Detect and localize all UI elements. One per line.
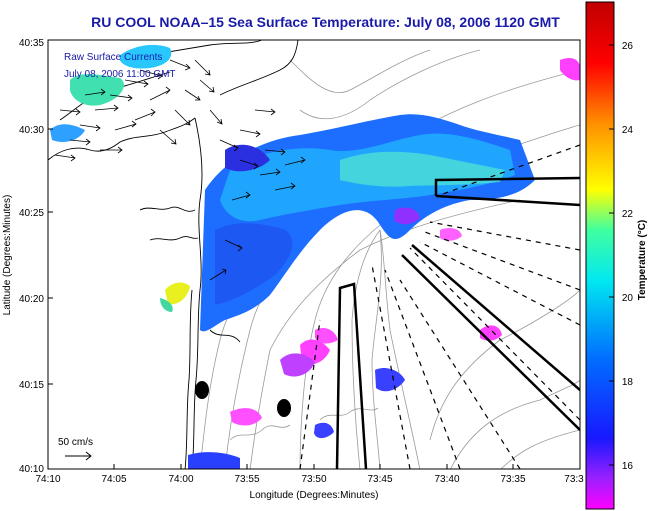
- x-axis-label: Longitude (Degrees:Minutes): [250, 490, 379, 501]
- colorbar-tick-label: 18: [622, 377, 634, 388]
- scale-arrow: [65, 451, 92, 461]
- colorbar-tick-label: 20: [622, 293, 634, 304]
- colorbar-tick-label: 26: [622, 41, 634, 52]
- y-tick-label: 40:20: [19, 294, 44, 305]
- colorbar-label: Temperature (°C): [637, 220, 648, 301]
- plot-frame: [47, 39, 581, 470]
- y-tick-label: 40:30: [19, 125, 44, 136]
- survey-lines: [299, 144, 580, 469]
- x-tick-label: 74:05: [101, 474, 126, 485]
- colorbar-tick-label: 24: [622, 125, 634, 136]
- x-tick-label: 73:45: [367, 474, 392, 485]
- currents-legend-line2: July 08, 2006 11:00 GMT: [64, 69, 176, 80]
- colorbar-tick-label: 16: [622, 461, 634, 472]
- x-tick-label: 73:3: [564, 474, 584, 485]
- sst-overlay: [50, 44, 580, 469]
- y-tick-label: 40:25: [19, 208, 44, 219]
- surface-current-vectors: [54, 59, 306, 281]
- x-axis-ticks: [47, 464, 514, 469]
- y-axis-ticks: [48, 128, 53, 385]
- x-tick-label: 74:00: [168, 474, 193, 485]
- x-tick-label: 73:35: [500, 474, 525, 485]
- x-tick-label: 74:10: [35, 474, 60, 485]
- y-tick-label: 40:10: [19, 464, 44, 475]
- x-tick-label: 73:50: [301, 474, 326, 485]
- colorbar-tick-label: 22: [622, 209, 634, 220]
- map-title: RU COOL NOAA–15 Sea Surface Temperature:…: [91, 14, 560, 30]
- colorbar-ticks: [609, 44, 614, 466]
- colorbar: [585, 1, 615, 510]
- y-tick-label: 40:35: [19, 38, 44, 49]
- x-tick-label: 73:40: [434, 474, 459, 485]
- x-tick-label: 73:55: [234, 474, 259, 485]
- y-tick-label: 40:15: [19, 380, 44, 391]
- currents-legend-line1: Raw Surface Currents: [64, 52, 162, 63]
- y-axis-label: Latitude (Degrees:Minutes): [2, 195, 13, 316]
- radar-site-marker: [195, 381, 209, 399]
- scale-label: 50 cm/s: [58, 437, 93, 448]
- radar-site-marker: [277, 399, 291, 417]
